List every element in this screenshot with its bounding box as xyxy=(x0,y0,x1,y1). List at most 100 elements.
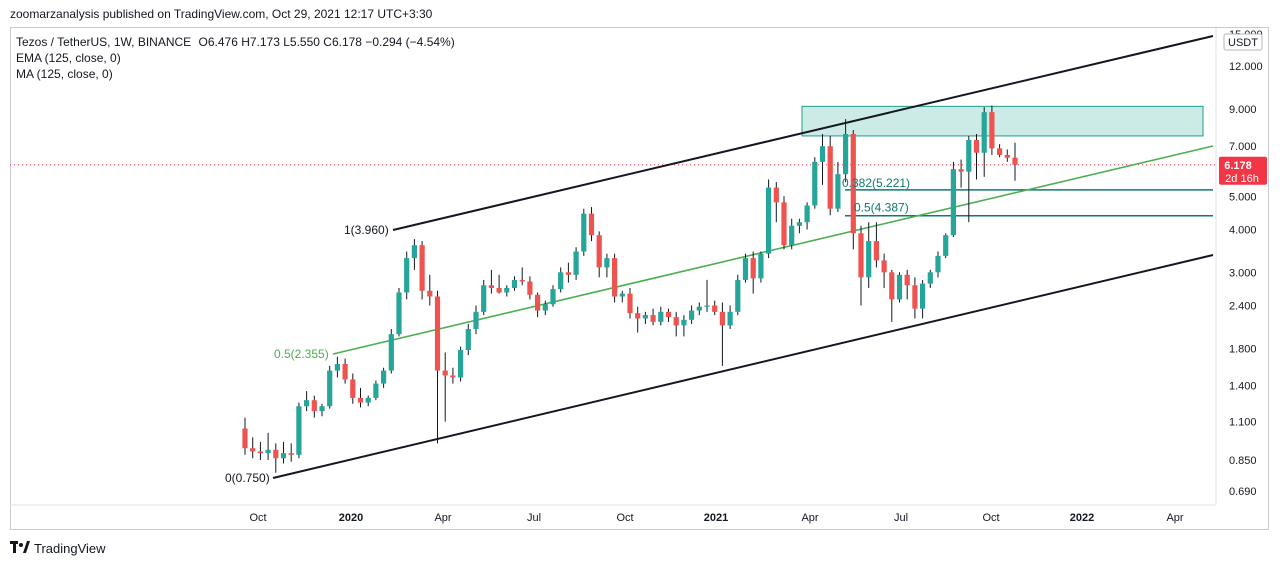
price-axis[interactable]: 15.00012.0009.0007.0005.0004.0003.0002.4… xyxy=(1215,28,1263,505)
candle[interactable] xyxy=(504,285,510,297)
candle[interactable] xyxy=(650,308,656,326)
candle[interactable] xyxy=(943,233,949,259)
candle[interactable] xyxy=(357,387,364,408)
candle[interactable] xyxy=(419,241,425,300)
candle[interactable] xyxy=(311,395,317,418)
candle[interactable] xyxy=(496,274,502,294)
candle[interactable] xyxy=(280,441,287,464)
candle[interactable] xyxy=(288,443,294,462)
candle[interactable] xyxy=(381,367,387,388)
candle[interactable] xyxy=(958,159,964,188)
footer-brand[interactable]: TradingView xyxy=(34,541,106,556)
candle[interactable] xyxy=(1012,142,1018,181)
candle[interactable] xyxy=(881,253,887,288)
candle[interactable] xyxy=(635,306,641,333)
legend-ema[interactable]: EMA (125, close, 0) xyxy=(16,51,121,65)
candle[interactable] xyxy=(542,300,548,316)
candle[interactable] xyxy=(781,196,787,250)
candle[interactable] xyxy=(696,302,702,316)
candle[interactable] xyxy=(434,290,441,444)
candle[interactable] xyxy=(396,287,402,337)
candle[interactable] xyxy=(789,218,795,250)
legend-ma[interactable]: MA (125, close, 0) xyxy=(16,67,113,81)
candle[interactable] xyxy=(889,269,895,322)
candle[interactable] xyxy=(819,133,826,185)
legend-symbol-row[interactable]: Tezos / TetherUS, 1W, BINANCE O6.476 H7.… xyxy=(16,34,455,50)
candle[interactable] xyxy=(404,251,410,300)
candle[interactable] xyxy=(481,279,487,316)
candle[interactable] xyxy=(704,279,710,312)
candle[interactable] xyxy=(966,135,972,223)
candle[interactable] xyxy=(458,346,464,382)
candle[interactable] xyxy=(527,276,533,300)
candle[interactable] xyxy=(242,417,248,455)
candle[interactable] xyxy=(835,161,841,212)
candle[interactable] xyxy=(812,157,818,209)
candle[interactable] xyxy=(742,253,749,283)
candle[interactable] xyxy=(350,373,356,404)
candle[interactable] xyxy=(411,239,417,270)
candle[interactable] xyxy=(627,287,633,319)
candle[interactable] xyxy=(327,365,333,409)
candle[interactable] xyxy=(604,253,610,278)
candle[interactable] xyxy=(257,441,263,460)
candle[interactable] xyxy=(588,207,595,242)
candle[interactable] xyxy=(296,402,302,459)
candle[interactable] xyxy=(773,182,779,223)
candle[interactable] xyxy=(843,119,849,183)
candle[interactable] xyxy=(973,133,980,180)
candle[interactable] xyxy=(750,251,756,294)
candle[interactable] xyxy=(681,315,687,337)
candle[interactable] xyxy=(373,380,379,401)
candle[interactable] xyxy=(511,276,518,291)
candle[interactable] xyxy=(304,391,310,412)
candle[interactable] xyxy=(727,305,733,329)
legend-symbol[interactable]: Tezos / TetherUS, 1W, BINANCE xyxy=(16,35,192,49)
candle[interactable] xyxy=(427,274,433,306)
candle[interactable] xyxy=(858,225,864,306)
candle[interactable] xyxy=(827,135,833,216)
candle[interactable] xyxy=(596,231,602,278)
candle[interactable] xyxy=(920,279,926,319)
candle[interactable] xyxy=(850,130,856,250)
candle[interactable] xyxy=(658,306,664,326)
candle[interactable] xyxy=(758,251,764,283)
candle[interactable] xyxy=(689,305,695,324)
candle[interactable] xyxy=(565,262,571,283)
candle[interactable] xyxy=(250,437,256,459)
candle[interactable] xyxy=(581,208,587,256)
candle[interactable] xyxy=(319,403,325,417)
candle[interactable] xyxy=(904,269,910,300)
candle[interactable] xyxy=(912,277,918,319)
candle[interactable] xyxy=(388,328,394,374)
candle[interactable] xyxy=(473,305,479,335)
candle[interactable] xyxy=(612,253,618,303)
candle[interactable] xyxy=(989,105,995,155)
candle[interactable] xyxy=(665,308,672,322)
candle[interactable] xyxy=(450,367,456,384)
candle[interactable] xyxy=(866,222,872,288)
candle[interactable] xyxy=(535,292,541,318)
candle[interactable] xyxy=(265,432,271,460)
candle[interactable] xyxy=(573,247,579,280)
candle[interactable] xyxy=(342,358,348,384)
candle[interactable] xyxy=(558,267,564,293)
candle[interactable] xyxy=(927,269,933,288)
candle[interactable] xyxy=(334,356,340,378)
candles-layer[interactable] xyxy=(242,105,1018,473)
candle[interactable] xyxy=(804,202,810,230)
candle[interactable] xyxy=(873,222,879,268)
currency-unit-button[interactable]: USDT xyxy=(1223,33,1263,51)
candle[interactable] xyxy=(719,302,725,366)
candle[interactable] xyxy=(766,179,772,259)
candle[interactable] xyxy=(273,443,279,473)
candle[interactable] xyxy=(488,269,494,294)
candle[interactable] xyxy=(997,144,1003,158)
candle[interactable] xyxy=(796,218,802,234)
candle[interactable] xyxy=(712,300,718,316)
candle[interactable] xyxy=(442,352,448,422)
candle[interactable] xyxy=(981,107,987,177)
candle[interactable] xyxy=(642,311,648,324)
candle[interactable] xyxy=(519,267,525,286)
